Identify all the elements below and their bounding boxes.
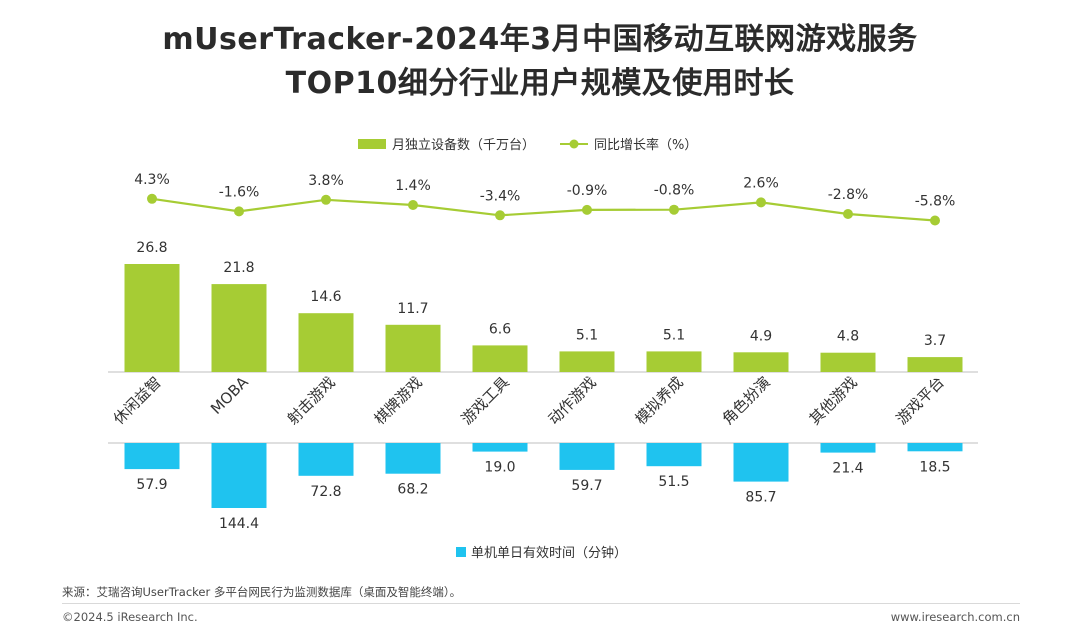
category-label: 游戏工具 — [458, 373, 513, 428]
device-bar-label: 11.7 — [397, 301, 428, 317]
growth-rate-label: -0.9% — [567, 183, 608, 199]
category-label: 动作游戏 — [545, 373, 600, 428]
device-bar — [733, 352, 789, 372]
device-bar-label: 4.9 — [750, 328, 772, 344]
growth-rate-label: -3.4% — [480, 188, 521, 204]
legend-label-bar: 月独立设备数（千万台） — [392, 137, 535, 153]
duration-bar-label: 72.8 — [310, 484, 341, 500]
growth-rate-label: 4.3% — [134, 172, 170, 188]
device-bar-label: 3.7 — [924, 333, 946, 349]
legend-marker-line — [569, 139, 579, 149]
duration-bar-label: 68.2 — [397, 482, 428, 498]
category-label: 角色扮演 — [719, 373, 774, 428]
duration-bar — [472, 443, 528, 452]
growth-rate-point — [321, 194, 331, 205]
growth-rate-label: 3.8% — [308, 173, 344, 189]
category-label: 休闲益智 — [110, 373, 165, 428]
growth-rate-label: -1.6% — [219, 184, 260, 200]
growth-rate-point — [582, 204, 592, 215]
category-label: 其他游戏 — [806, 373, 861, 428]
duration-bar-label: 21.4 — [832, 461, 863, 477]
duration-bar-label: 18.5 — [919, 459, 950, 475]
device-bar — [820, 352, 876, 372]
device-bar-label: 5.1 — [663, 327, 685, 343]
growth-rate-point — [234, 206, 244, 217]
duration-bar — [733, 443, 789, 482]
device-bar-label: 26.8 — [136, 240, 167, 256]
duration-bar — [646, 443, 702, 467]
growth-rate-line — [151, 197, 936, 222]
device-bar-label: 5.1 — [576, 327, 598, 343]
legend-swatch-bar — [358, 139, 386, 149]
duration-bar-label: 51.5 — [658, 474, 689, 490]
growth-rate-point — [843, 209, 853, 219]
duration-bar-label: 57.9 — [136, 477, 167, 493]
duration-bar — [298, 443, 354, 476]
device-bar — [907, 357, 963, 372]
website-link[interactable]: www.iresearch.com.cn — [890, 610, 1020, 624]
duration-bar — [820, 443, 876, 453]
growth-rate-point — [930, 215, 940, 226]
device-bar — [298, 313, 354, 372]
duration-bar — [124, 443, 180, 470]
device-bar-label: 21.8 — [223, 260, 254, 276]
legend-label-line: 同比增长率（%） — [594, 137, 697, 153]
legend-label-duration: 单机单日有效时间（分钟） — [471, 545, 627, 561]
device-bar — [211, 284, 267, 372]
device-bar — [559, 351, 615, 372]
growth-rate-point — [147, 193, 157, 204]
growth-rate-label: -2.8% — [828, 187, 869, 203]
growth-rate-point — [408, 200, 418, 210]
category-label: 模拟养成 — [632, 373, 687, 428]
chart-title-line2: TOP10细分行业用户规模及使用时长 — [285, 66, 795, 101]
growth-rate-point — [669, 204, 679, 215]
growth-rate-point — [756, 197, 766, 208]
growth-rate-point — [495, 210, 505, 221]
device-bar — [385, 324, 441, 372]
device-bar — [646, 351, 702, 372]
duration-bar-label: 59.7 — [571, 478, 602, 494]
duration-bar-label: 19.0 — [484, 460, 515, 476]
duration-bar — [385, 443, 441, 474]
chart-title-line1: mUserTracker-2024年3月中国移动互联网游戏服务 — [162, 22, 918, 57]
device-bar — [472, 345, 528, 372]
device-bar-label: 14.6 — [310, 289, 341, 305]
growth-rate-label: 2.6% — [743, 175, 779, 191]
growth-rate-label: 1.4% — [395, 178, 431, 194]
duration-bar — [211, 443, 267, 508]
category-label: 射击游戏 — [284, 373, 339, 428]
growth-rate-label: -0.8% — [654, 183, 695, 199]
duration-bar — [907, 443, 963, 452]
growth-rate-label: -5.8% — [915, 194, 956, 210]
footer-divider — [62, 603, 1020, 604]
category-label: 游戏平台 — [893, 373, 948, 428]
category-label: 棋牌游戏 — [371, 373, 426, 428]
category-label: MOBA — [207, 373, 252, 418]
device-bar-label: 6.6 — [489, 321, 511, 337]
copyright: ©2024.5 iResearch Inc. — [62, 610, 198, 624]
duration-bar — [559, 443, 615, 470]
legend-swatch-duration — [456, 547, 466, 557]
source-note: 来源：艾瑞咨询UserTracker 多平台网民行为监测数据库（桌面及智能终端）… — [62, 585, 462, 599]
duration-bar-label: 85.7 — [745, 490, 776, 506]
device-bar-label: 4.8 — [837, 329, 859, 345]
device-bar — [124, 264, 180, 372]
duration-bar-label: 144.4 — [219, 516, 259, 532]
